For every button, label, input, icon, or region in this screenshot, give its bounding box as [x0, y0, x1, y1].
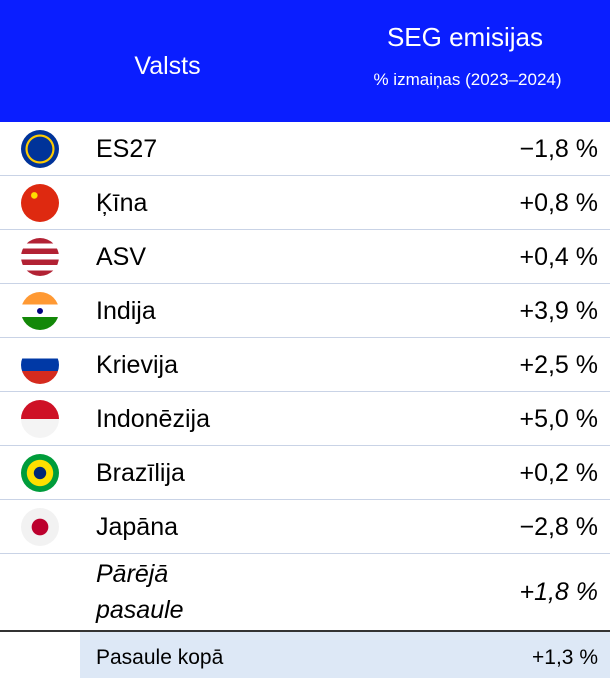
country-name: ES27 — [96, 135, 158, 163]
header-value: SEG emisijas — [386, 22, 544, 52]
table-row-total: Pasaule kopā +1,3 % — [80, 632, 610, 678]
change-value: −1,8 % — [519, 135, 598, 163]
change-value: −2,8 % — [519, 513, 598, 541]
flag-icon — [21, 130, 59, 168]
total-value: +1,3 % — [532, 646, 598, 669]
table-header: Valsts SEG emisijas % izmaiņas (2023–202… — [0, 0, 610, 122]
country-name: Pārējā pasaule — [96, 560, 184, 624]
table-row: Ķīna +0,8 % — [0, 176, 610, 230]
change-value: +0,2 % — [519, 459, 598, 487]
table-row: Krievija +2,5 % — [0, 338, 610, 392]
total-name: Pasaule kopā — [96, 646, 224, 669]
flag-icon — [21, 184, 59, 222]
table-row: ASV +0,4 % — [0, 230, 610, 284]
header-subtitle: % izmaiņas (2023–2024) — [373, 70, 562, 89]
table-row: ES27 −1,8 % — [0, 122, 610, 176]
change-value: +5,0 % — [519, 405, 598, 433]
flag-icon — [21, 508, 59, 546]
flag-icon — [21, 292, 59, 330]
change-value: +0,4 % — [519, 243, 598, 271]
table-row: Indonēzija +5,0 % — [0, 392, 610, 446]
change-value: +3,9 % — [519, 297, 598, 325]
country-name: Japāna — [96, 513, 179, 541]
flag-icon — [21, 346, 59, 384]
country-name: Krievija — [96, 351, 178, 379]
table-row-other: Pārējā pasaule +1,8 % — [0, 554, 610, 632]
flag-icon — [21, 238, 59, 276]
country-name: Indonēzija — [96, 405, 210, 433]
table-row: Indija +3,9 % — [0, 284, 610, 338]
table-row: Japāna −2,8 % — [0, 500, 610, 554]
change-value: +1,8 % — [519, 578, 598, 606]
header-country: Valsts — [134, 52, 201, 80]
change-value: +2,5 % — [519, 351, 598, 379]
flag-icon — [21, 454, 59, 492]
country-name: Brazīlija — [96, 459, 185, 487]
change-value: +0,8 % — [519, 189, 598, 217]
flag-icon — [21, 400, 59, 438]
country-name: Ķīna — [96, 189, 148, 217]
table-row: Brazīlija +0,2 % — [0, 446, 610, 500]
country-name: ASV — [96, 243, 147, 271]
country-name: Indija — [96, 297, 156, 325]
